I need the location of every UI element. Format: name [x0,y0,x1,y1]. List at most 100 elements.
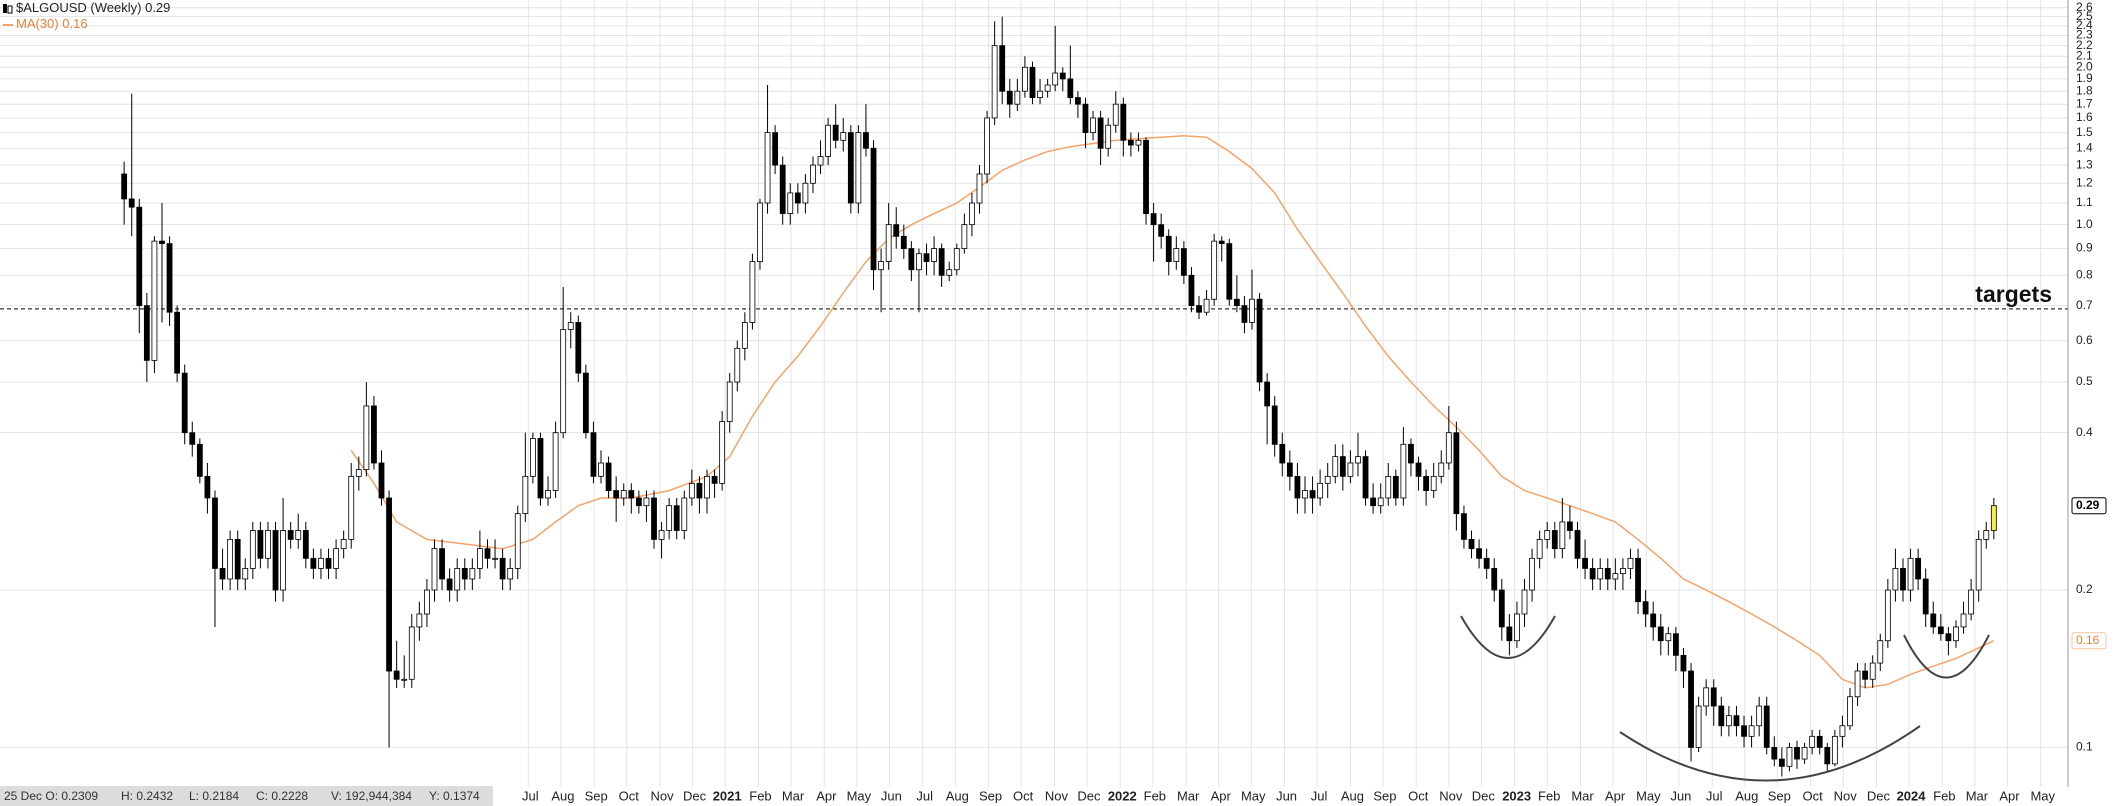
x-tick-label: Dec [683,788,707,803]
candle-body [318,557,324,569]
candle-body [1392,475,1399,499]
x-tick-label: Mar [1177,788,1200,803]
candle-body [1173,248,1180,262]
candle-body [1218,240,1225,244]
candle-body [832,124,839,141]
candle-body [1226,243,1233,300]
price-box [2071,632,2107,650]
candle-body [1778,758,1785,767]
x-tick-label: Oct [1013,788,1034,803]
arc [1903,634,1990,679]
y-tick-label: 1.5 [2076,125,2093,139]
candle-body [401,678,408,681]
x-tick-label: May [847,788,872,803]
candle-body [900,235,907,249]
candle-body [878,261,884,271]
legend-ma: MA(30) 0.16 [16,16,88,31]
x-tick-label: Jul [916,788,933,803]
x-tick-label: Dec [1077,788,1101,803]
candle-body [757,202,763,262]
candle-body [529,438,536,477]
x-tick-label: Mar [1966,788,1989,803]
candle-body [1650,613,1657,628]
candle-body [1097,117,1104,149]
candle-body [1953,626,1959,642]
candle-body [545,490,551,499]
marks [0,16,2068,777]
candle-body [1211,240,1218,300]
status-item: V: 192,944,384 [331,789,412,803]
candle-body [1521,589,1528,615]
candle-body [1839,725,1846,737]
candle-body [1385,475,1392,499]
candle-body [1551,530,1558,550]
candle-body [1816,735,1823,748]
x-tick-label: Nov [1439,788,1463,803]
candle-body [847,132,854,204]
candle-body [1059,72,1066,80]
candle-body [605,462,612,491]
candle-body [1672,633,1679,656]
y-tick-label: 0.6 [2076,333,2093,347]
y-tick-label: 0.4 [2076,425,2093,439]
candle-body [454,568,461,591]
candle-body [1355,456,1361,464]
candle-body [249,530,256,569]
annotation-arcs [1460,615,1990,782]
candle-body [1377,497,1384,507]
candle-body [1370,497,1377,507]
candle-body [1665,633,1672,642]
candle-body [1165,235,1172,262]
x-tick-label: Oct [1408,788,1429,803]
candle-body [628,490,635,499]
y-tick-label: 2.4 [2076,18,2093,32]
candle-body [439,548,445,580]
candle-body [1256,298,1263,383]
candle-body [1968,589,1975,615]
candle-body [1430,475,1437,491]
candle-body [696,482,703,499]
candle-body [371,405,377,464]
candle-body [734,347,741,383]
candle-body [1589,568,1596,580]
candle-body [1725,715,1732,727]
candle-body [1498,589,1505,628]
x-tick-label: 2023 [1502,788,1531,803]
candle-body [1483,557,1490,569]
candle-body [1506,626,1513,642]
candle-body [1249,298,1255,323]
y-tick-label: 0.1 [2076,740,2093,754]
candle-body [855,132,862,204]
candle-body [1809,735,1816,748]
candle-body [302,530,309,559]
x-tick-label: 2024 [1897,788,1927,803]
candle-body [386,497,392,672]
candle-body [1090,117,1096,134]
candle-body [1604,568,1611,580]
candle-body [1703,687,1710,707]
candle-body [1544,530,1551,540]
candle-body [1612,573,1619,580]
candle-body [582,372,589,434]
candle-body [189,432,196,445]
candle-body [1907,557,1914,591]
candle-body [1831,735,1838,765]
candle-body [969,202,975,226]
candle-body [764,132,771,204]
x-tick-label: Apr [1211,788,1232,803]
candle-body [136,206,143,307]
candle-body [590,432,597,477]
candle-body [295,530,302,540]
candle-body [620,490,627,499]
candle-body [779,164,786,214]
x-tick-label: Sep [1373,788,1396,803]
candle-body [257,530,264,559]
candle-body [1536,538,1543,559]
candle-body [219,568,226,580]
arc [1460,615,1556,659]
candle-body [1990,505,1997,531]
candle-body [999,45,1006,92]
legend-icon [7,5,13,14]
candle-body [1052,72,1059,86]
ma-name: MA(30) [16,16,59,31]
